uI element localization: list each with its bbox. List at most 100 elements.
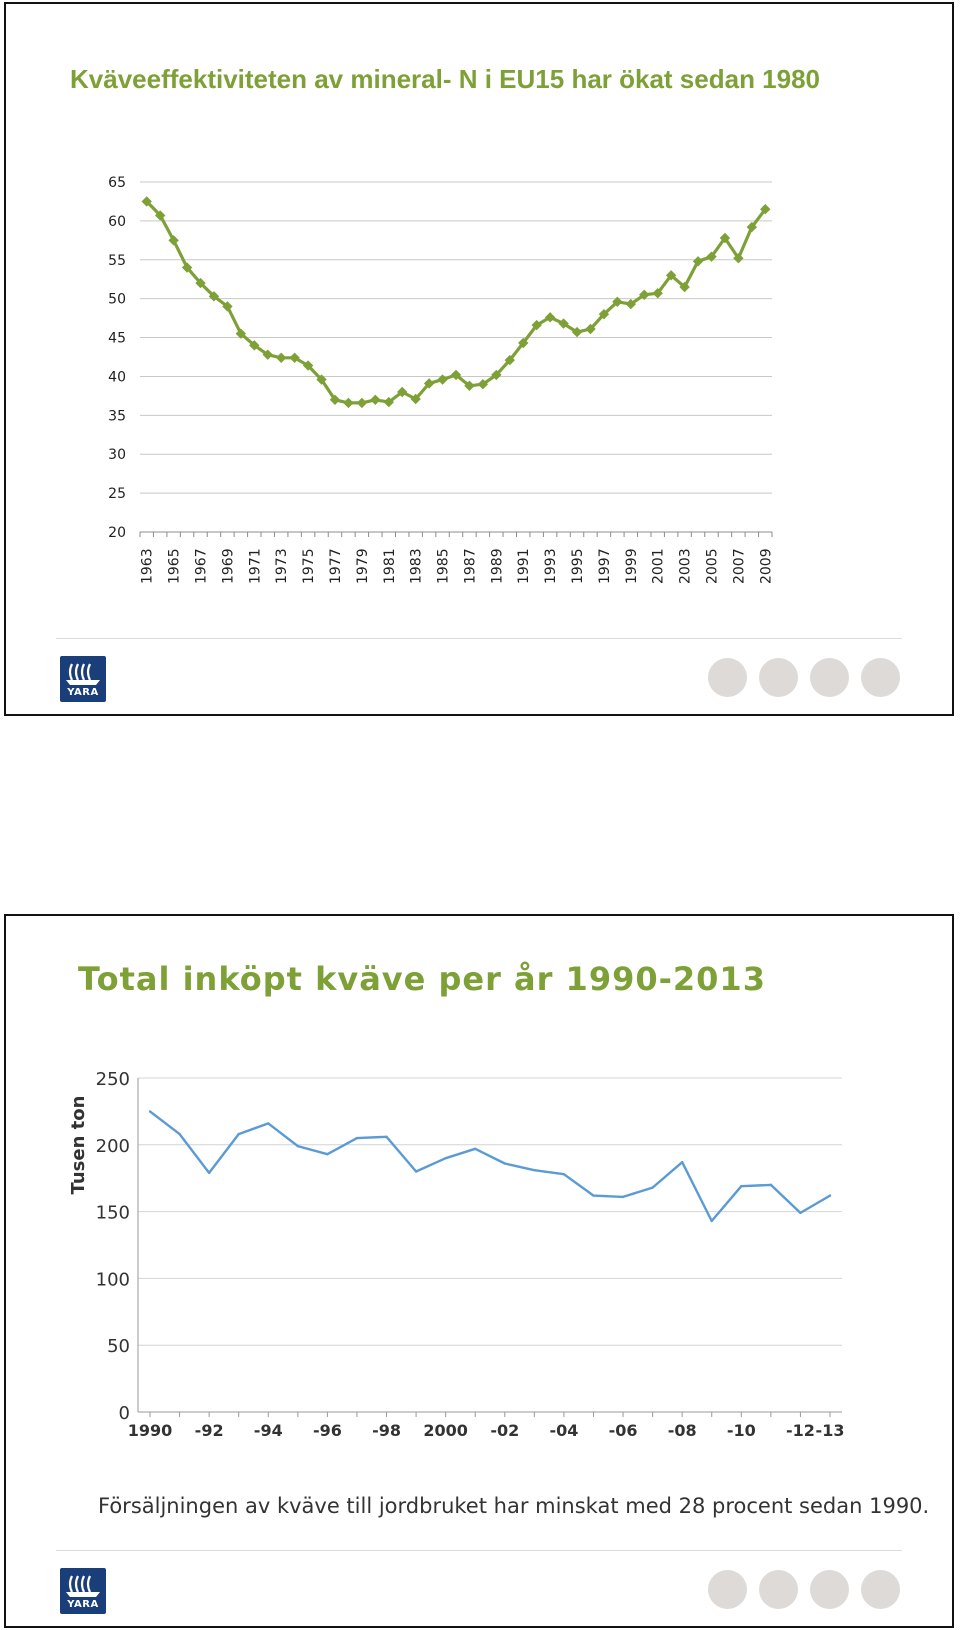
footer-divider <box>56 1550 902 1551</box>
data-point-marker <box>733 253 744 264</box>
data-point <box>592 1194 595 1197</box>
x-tick-label: 1969 <box>220 548 236 584</box>
data-point-marker <box>316 374 327 385</box>
x-tick-label: 1983 <box>409 548 425 584</box>
y-tick-label: 200 <box>96 1136 130 1157</box>
data-point-marker <box>208 291 220 302</box>
x-tick-label: 1999 <box>624 548 640 584</box>
x-tick-label: 1971 <box>247 548 263 584</box>
data-point-marker <box>719 232 731 244</box>
footer-divider <box>56 638 902 639</box>
data-point-marker <box>410 393 421 405</box>
data-point-marker <box>558 318 569 329</box>
data-point-marker <box>652 288 663 299</box>
x-tick-label: 1977 <box>328 548 344 584</box>
nitrogen-purchase-line-chart: 0 50 100 150 200 250 1990 -92 -94 -96 -98 2000 -02 -0… <box>68 1069 845 1440</box>
x-tick-label: -06 <box>609 1421 638 1440</box>
y-tick-label: 25 <box>108 486 126 502</box>
yara-logo: YARA <box>60 1568 106 1614</box>
data-point <box>503 1162 506 1165</box>
x-tick-label: 1991 <box>516 548 532 584</box>
x-tick-label: 1997 <box>597 548 613 584</box>
data-point-marker <box>302 360 314 371</box>
x-tick-label: 1995 <box>570 548 586 584</box>
data-point <box>296 1144 300 1148</box>
data-point <box>710 1219 713 1223</box>
data-point <box>237 1132 240 1136</box>
data-point-marker <box>168 235 179 246</box>
data-point <box>562 1172 566 1176</box>
y-tick-label: 50 <box>107 1336 130 1357</box>
data-point-marker <box>518 337 529 349</box>
data-point <box>474 1147 477 1151</box>
data-point <box>385 1135 388 1138</box>
data-point-marker <box>289 352 300 363</box>
data-point <box>326 1152 329 1156</box>
x-tick-label: 1989 <box>489 548 505 584</box>
data-point-marker <box>491 369 502 381</box>
x-tick-label: 1990 <box>128 1421 173 1440</box>
y-tick-label: 60 <box>108 214 126 230</box>
data-point-marker <box>423 378 435 389</box>
x-tick-label: 2009 <box>758 548 774 584</box>
viking-ship-icon <box>66 663 100 685</box>
y-tick-label: 65 <box>108 175 126 191</box>
data-point-marker <box>195 277 206 289</box>
dot <box>708 1570 747 1609</box>
data-point-marker <box>275 352 287 363</box>
x-tick-label: 2005 <box>704 548 720 584</box>
logo-text: YARA <box>67 687 99 698</box>
slide-nitrogen-efficiency: Kväveeffektiviteten av mineral- N i EU15… <box>4 2 954 716</box>
chart-caption: Försäljningen av kväve till jordbruket h… <box>98 1494 930 1518</box>
x-tick-label: 1985 <box>436 548 452 584</box>
x-tick-label: 1963 <box>140 548 156 584</box>
dot <box>708 658 747 697</box>
x-tick-label: 2007 <box>731 548 747 584</box>
dot <box>810 1570 849 1609</box>
y-tick-label: 100 <box>96 1269 130 1290</box>
data-point-marker <box>612 296 623 307</box>
data-point-marker <box>141 196 152 207</box>
data-point <box>769 1183 773 1187</box>
data-point-marker <box>450 369 462 381</box>
y-axis-label: Tusen ton <box>68 1096 89 1195</box>
data-point-marker <box>585 323 596 335</box>
data-point <box>799 1211 802 1215</box>
data-point <box>267 1122 270 1125</box>
data-point-marker <box>397 386 408 398</box>
y-tick-label: 0 <box>119 1403 130 1424</box>
x-tick-label: -12 <box>786 1421 815 1440</box>
data-point-marker <box>625 298 637 310</box>
y-tick-label: 250 <box>96 1069 130 1090</box>
x-tick-label: -13 <box>816 1421 845 1440</box>
y-tick-label: 35 <box>108 408 126 424</box>
data-point-marker <box>383 396 394 408</box>
y-tick-label: 45 <box>108 331 126 347</box>
data-point-marker <box>692 256 704 267</box>
data-point-marker <box>370 394 381 405</box>
x-tick-label: -98 <box>372 1421 401 1440</box>
series-line <box>149 1110 831 1223</box>
x-tick-label: -10 <box>727 1421 756 1440</box>
data-point-marker <box>760 204 771 215</box>
dot <box>861 658 900 697</box>
data-point-marker <box>464 380 475 391</box>
slide-title: Total inköpt kväve per år 1990-2013 <box>78 960 766 998</box>
data-point-marker <box>706 251 717 262</box>
dot <box>759 658 798 697</box>
x-tick-label: 2003 <box>678 548 694 584</box>
data-point <box>651 1186 654 1189</box>
y-tick-label: 20 <box>108 525 126 541</box>
data-point <box>148 1110 152 1113</box>
data-point <box>533 1168 536 1172</box>
y-tick-label: 30 <box>108 447 126 463</box>
x-tick-label: -92 <box>195 1421 224 1440</box>
yara-logo: YARA <box>60 656 106 702</box>
data-point <box>414 1170 418 1173</box>
data-point-marker <box>249 340 260 351</box>
x-tick-label: 1973 <box>274 548 290 584</box>
y-tick-label: 50 <box>108 292 126 308</box>
x-tick-label: 1975 <box>301 548 317 584</box>
efficiency-line-chart: 20 25 30 35 40 45 50 55 60 65 1963 1965 1967 1969 1971… <box>108 175 774 584</box>
x-tick-label: -08 <box>668 1421 697 1440</box>
